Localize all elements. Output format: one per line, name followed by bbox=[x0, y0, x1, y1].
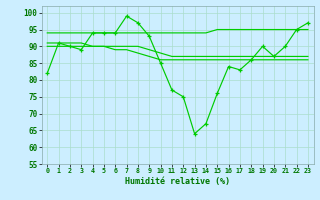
X-axis label: Humidité relative (%): Humidité relative (%) bbox=[125, 177, 230, 186]
